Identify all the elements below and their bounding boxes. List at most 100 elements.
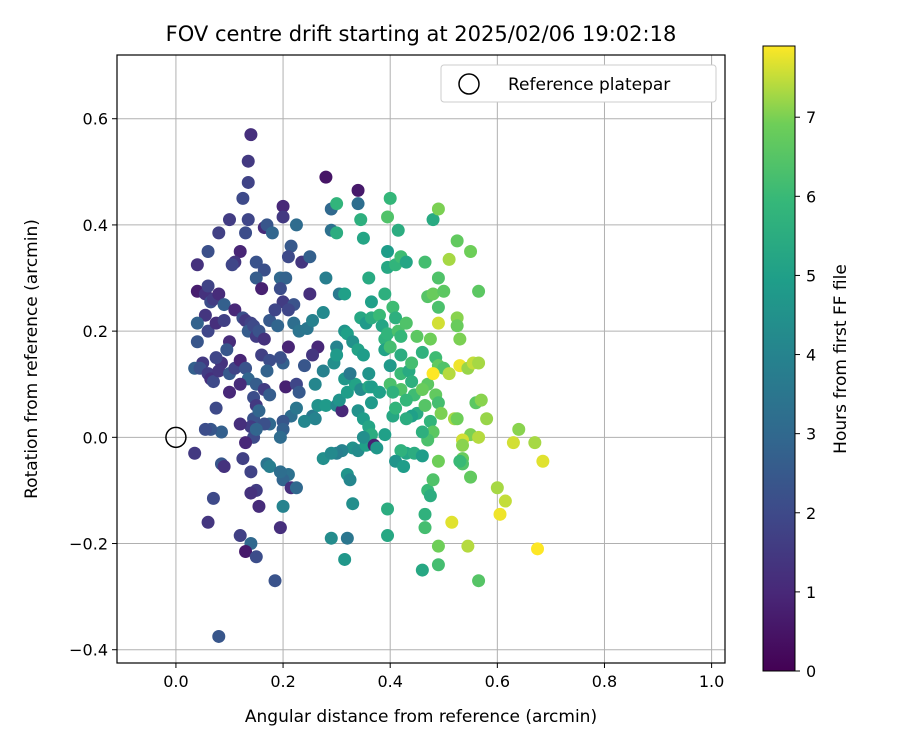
data-point: [190, 316, 204, 330]
data-point: [212, 629, 226, 643]
data-point: [426, 287, 440, 301]
data-point: [244, 486, 258, 500]
data-point: [273, 465, 287, 479]
data-point: [233, 244, 247, 258]
data-point: [330, 197, 344, 211]
data-point: [289, 481, 303, 495]
data-point: [464, 470, 478, 484]
data-point: [236, 191, 250, 205]
data-point: [370, 441, 384, 455]
x-ticks: 0.0 0.2 0.4 0.6 0.8 1.0: [163, 663, 724, 691]
data-point: [306, 348, 320, 362]
data-point: [381, 244, 395, 258]
data-point: [241, 175, 255, 189]
data-point: [410, 329, 424, 343]
data-point: [198, 308, 212, 322]
data-point: [394, 348, 408, 362]
colorbar: 0 1 2 3 4 5 6 7 Hours from first FF file: [762, 45, 851, 681]
data-point: [472, 356, 486, 370]
data-point: [437, 284, 451, 298]
data-point: [480, 412, 494, 426]
colorbar-tick-label: 3: [806, 425, 816, 444]
data-point: [273, 521, 287, 535]
data-point: [281, 250, 295, 264]
data-point: [472, 284, 486, 298]
data-point: [228, 303, 242, 317]
data-point: [201, 279, 215, 293]
data-point: [426, 367, 440, 381]
data-point: [381, 210, 395, 224]
data-point: [378, 287, 392, 301]
data-point: [289, 401, 303, 415]
data-point: [381, 327, 395, 341]
data-point: [474, 393, 488, 407]
data-point: [206, 375, 220, 389]
data-point: [260, 364, 274, 378]
data-point: [201, 244, 215, 258]
y-tick-label: 0.6: [83, 110, 108, 129]
colorbar-label: Hours from first FF file: [831, 264, 851, 454]
data-point: [364, 396, 378, 410]
data-point: [308, 412, 322, 426]
data-point: [418, 507, 432, 521]
data-point: [423, 414, 437, 428]
data-point: [399, 393, 413, 407]
data-point: [362, 367, 376, 381]
data-point: [281, 340, 295, 354]
data-point: [381, 529, 395, 543]
data-point: [356, 348, 370, 362]
data-point: [222, 385, 236, 399]
colorbar-tick-label: 2: [806, 504, 816, 523]
data-point: [257, 332, 271, 346]
data-point: [319, 271, 333, 285]
data-point: [386, 385, 400, 399]
x-tick-label: 0.4: [377, 672, 402, 691]
data-point: [372, 385, 386, 399]
data-point: [397, 460, 411, 474]
data-point: [239, 226, 253, 240]
data-point: [528, 436, 542, 450]
data-point: [394, 329, 408, 343]
data-point: [343, 367, 357, 381]
data-point: [340, 385, 354, 399]
data-point: [209, 351, 223, 365]
data-point: [212, 364, 226, 378]
data-point: [423, 332, 437, 346]
colorbar-tick-label: 1: [806, 583, 816, 602]
data-point: [225, 258, 239, 272]
data-point: [209, 401, 223, 415]
data-point: [257, 263, 271, 277]
data-point: [206, 491, 220, 505]
colorbar-tick-label: 0: [806, 662, 816, 681]
data-point: [372, 308, 386, 322]
data-point: [233, 417, 247, 431]
data-point: [442, 367, 456, 381]
data-point: [330, 226, 344, 240]
colorbar-tick-label: 6: [806, 187, 816, 206]
data-point: [383, 359, 397, 373]
data-point: [434, 406, 448, 420]
data-point: [276, 199, 290, 213]
colorbar-ticks: 0 1 2 3 4 5 6 7: [795, 108, 816, 681]
data-point: [450, 319, 464, 333]
data-point: [418, 255, 432, 269]
y-tick-label: −0.2: [69, 535, 108, 554]
data-point: [423, 489, 437, 503]
data-point: [306, 314, 320, 328]
data-point: [450, 234, 464, 248]
colorbar-gradient: [762, 45, 796, 672]
data-point: [354, 213, 368, 227]
x-tick-label: 1.0: [699, 672, 724, 691]
data-point: [217, 314, 231, 328]
data-point: [394, 444, 408, 458]
data-points: [188, 128, 550, 643]
data-point: [472, 430, 486, 444]
x-tick-label: 0.6: [485, 672, 510, 691]
data-point: [391, 223, 405, 237]
data-point: [356, 231, 370, 245]
data-point: [239, 544, 253, 558]
data-point: [241, 213, 255, 227]
y-axis-label: Rotation from reference (arcmin): [22, 219, 42, 499]
data-point: [220, 343, 234, 357]
data-point: [284, 239, 298, 253]
